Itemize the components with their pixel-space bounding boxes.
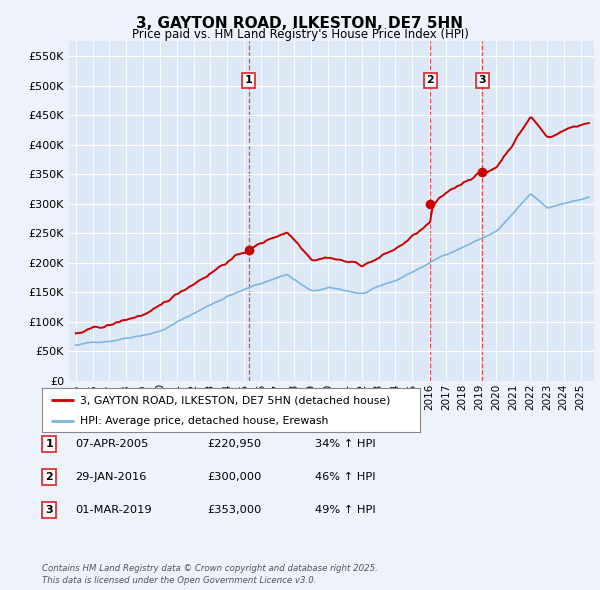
Text: HPI: Average price, detached house, Erewash: HPI: Average price, detached house, Erew… bbox=[80, 416, 328, 426]
Text: 01-MAR-2019: 01-MAR-2019 bbox=[75, 505, 152, 514]
Text: Contains HM Land Registry data © Crown copyright and database right 2025.
This d: Contains HM Land Registry data © Crown c… bbox=[42, 565, 378, 585]
Text: 29-JAN-2016: 29-JAN-2016 bbox=[75, 472, 146, 481]
Text: 3: 3 bbox=[46, 505, 53, 514]
Text: £220,950: £220,950 bbox=[207, 439, 261, 448]
Text: £300,000: £300,000 bbox=[207, 472, 262, 481]
Text: 2: 2 bbox=[46, 472, 53, 481]
Text: 3, GAYTON ROAD, ILKESTON, DE7 5HN (detached house): 3, GAYTON ROAD, ILKESTON, DE7 5HN (detac… bbox=[80, 395, 390, 405]
Text: 1: 1 bbox=[245, 76, 253, 86]
Text: 3: 3 bbox=[479, 76, 486, 86]
Text: 34% ↑ HPI: 34% ↑ HPI bbox=[315, 439, 376, 448]
Text: Price paid vs. HM Land Registry's House Price Index (HPI): Price paid vs. HM Land Registry's House … bbox=[131, 28, 469, 41]
Text: 1: 1 bbox=[46, 439, 53, 448]
Text: 07-APR-2005: 07-APR-2005 bbox=[75, 439, 148, 448]
Text: 2: 2 bbox=[427, 76, 434, 86]
Text: £353,000: £353,000 bbox=[207, 505, 262, 514]
Text: 46% ↑ HPI: 46% ↑ HPI bbox=[315, 472, 376, 481]
Text: 49% ↑ HPI: 49% ↑ HPI bbox=[315, 505, 376, 514]
Text: 3, GAYTON ROAD, ILKESTON, DE7 5HN: 3, GAYTON ROAD, ILKESTON, DE7 5HN bbox=[137, 16, 464, 31]
